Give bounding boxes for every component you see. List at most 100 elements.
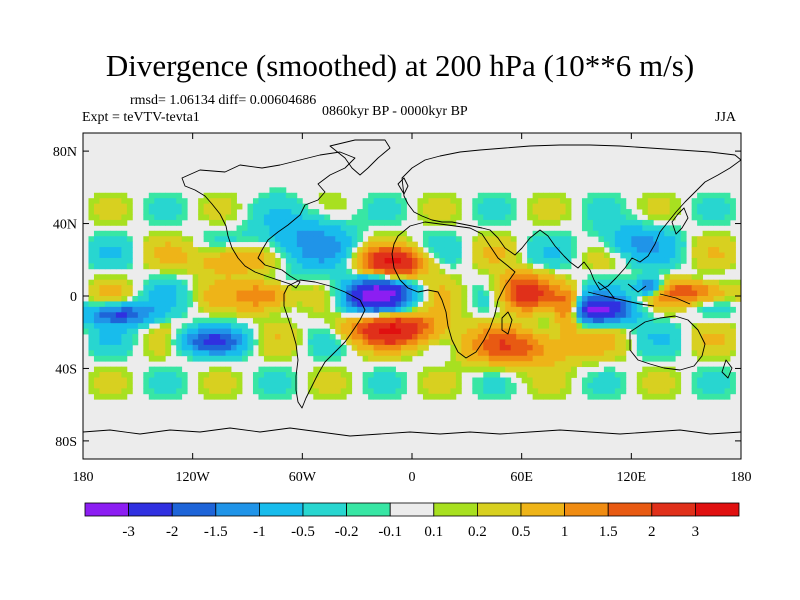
field-cell xyxy=(581,214,588,221)
field-cell xyxy=(220,312,226,319)
field-cell xyxy=(307,382,314,389)
field-cell xyxy=(472,241,479,248)
field-cell xyxy=(148,279,155,286)
field-cell xyxy=(379,209,385,215)
field-cell xyxy=(181,334,188,340)
field-cell xyxy=(170,279,177,286)
field-cell xyxy=(362,268,369,275)
field-cell xyxy=(543,252,550,259)
field-cell xyxy=(664,312,671,319)
field-cell xyxy=(549,334,555,340)
field-cell xyxy=(225,274,232,281)
field-cell xyxy=(488,393,495,400)
field-cell xyxy=(669,355,676,362)
field-cell xyxy=(181,372,188,378)
field-cell xyxy=(274,203,281,210)
field-cell xyxy=(647,372,654,378)
field-cell xyxy=(653,252,660,259)
field-cell xyxy=(307,339,314,346)
field-cell xyxy=(214,279,221,286)
field-cell xyxy=(664,334,671,340)
field-cell xyxy=(170,192,177,199)
field-cell xyxy=(675,388,682,395)
field-cell xyxy=(181,252,188,259)
field-cell xyxy=(291,252,298,259)
field-cell xyxy=(499,296,506,302)
field-cell xyxy=(516,301,523,308)
field-cell xyxy=(198,268,205,275)
field-cell xyxy=(642,209,649,215)
field-cell xyxy=(379,296,385,302)
field-cell xyxy=(647,312,654,319)
field-cell xyxy=(565,241,572,248)
field-cell xyxy=(598,219,605,226)
coastlines xyxy=(83,139,741,437)
field-cell xyxy=(269,203,276,210)
field-cell xyxy=(680,247,687,253)
field-cell xyxy=(713,355,720,362)
field-cell xyxy=(132,328,139,335)
field-cell xyxy=(126,301,133,308)
field-cell xyxy=(269,323,276,329)
field-cell xyxy=(329,382,336,389)
field-cell xyxy=(422,203,429,210)
field-cell xyxy=(620,296,627,302)
field-cell xyxy=(724,285,731,291)
field-cell xyxy=(181,241,188,248)
field-cell xyxy=(99,328,106,335)
field-cell xyxy=(313,366,320,373)
field-cell xyxy=(291,296,298,302)
field-cell xyxy=(532,328,539,335)
field-cell xyxy=(455,350,462,357)
field-cell xyxy=(269,334,276,340)
field-cell xyxy=(603,192,610,199)
field-cell xyxy=(165,203,172,210)
field-cell xyxy=(560,372,566,378)
field-cell xyxy=(384,382,391,389)
field-cell xyxy=(477,236,484,243)
field-cell xyxy=(422,317,429,324)
field-cell xyxy=(499,306,506,313)
field-cell xyxy=(554,192,561,199)
field-cell xyxy=(461,317,468,324)
field-cell xyxy=(538,361,544,368)
field-cell xyxy=(318,339,325,346)
experiment-label: Expt = teVTV-tevta1 xyxy=(82,110,200,125)
field-cell xyxy=(505,209,512,215)
field-cell xyxy=(450,214,457,221)
field-cell xyxy=(658,241,665,248)
field-cell xyxy=(433,230,440,237)
field-cell xyxy=(263,328,270,335)
field-cell xyxy=(335,236,342,243)
field-cell xyxy=(488,247,495,253)
field-cell xyxy=(192,296,199,302)
field-cell xyxy=(527,279,534,286)
field-cell xyxy=(724,393,731,400)
field-cell xyxy=(263,301,270,308)
field-cell xyxy=(702,388,709,395)
colorbar-swatch xyxy=(607,502,653,517)
field-cell xyxy=(549,306,555,313)
field-cell xyxy=(165,366,172,373)
field-cell xyxy=(658,328,665,335)
field-cell xyxy=(565,285,572,291)
field-cell xyxy=(472,388,479,395)
field-cell xyxy=(653,236,660,243)
field-cell xyxy=(730,344,736,351)
field-cell xyxy=(647,263,654,270)
field-cell xyxy=(631,279,638,286)
field-cell xyxy=(581,361,588,368)
field-cell xyxy=(417,372,424,378)
field-cell xyxy=(231,377,237,384)
field-cell xyxy=(713,339,720,346)
field-cell xyxy=(165,301,172,308)
field-cell xyxy=(395,219,402,226)
field-cell xyxy=(543,323,550,329)
field-cell xyxy=(296,263,303,270)
field-cell xyxy=(603,252,610,259)
field-cell xyxy=(422,257,429,264)
field-cell xyxy=(647,230,654,237)
field-cell xyxy=(247,344,254,351)
field-cell xyxy=(549,328,555,335)
